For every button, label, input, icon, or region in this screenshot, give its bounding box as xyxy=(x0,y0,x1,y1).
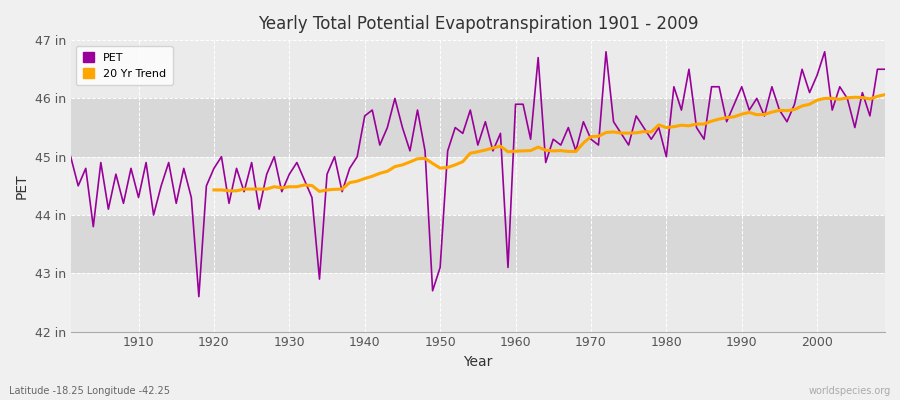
Bar xyxy=(71,157,885,215)
20 Yr Trend xyxy=(292,184,302,189)
Y-axis label: PET: PET xyxy=(15,173,29,199)
Line: PET: PET xyxy=(71,52,885,297)
PET xyxy=(518,102,528,107)
Bar xyxy=(71,215,885,273)
20 Yr Trend xyxy=(337,187,347,192)
PET xyxy=(126,166,137,171)
20 Yr Trend xyxy=(600,130,611,135)
Text: Latitude -18.25 Longitude -42.25: Latitude -18.25 Longitude -42.25 xyxy=(9,386,170,396)
PET xyxy=(345,166,356,171)
20 Yr Trend xyxy=(879,92,890,97)
PET xyxy=(879,67,890,72)
Legend: PET, 20 Yr Trend: PET, 20 Yr Trend xyxy=(76,46,173,86)
Bar xyxy=(71,273,885,332)
Line: 20 Yr Trend: 20 Yr Trend xyxy=(214,95,885,191)
20 Yr Trend xyxy=(502,149,513,154)
X-axis label: Year: Year xyxy=(464,355,492,369)
PET xyxy=(194,294,204,299)
PET xyxy=(510,102,521,107)
20 Yr Trend xyxy=(510,149,521,154)
PET xyxy=(616,131,626,136)
Bar xyxy=(71,98,885,157)
PET xyxy=(600,49,611,54)
Bar xyxy=(71,40,885,98)
PET xyxy=(66,154,77,159)
Text: worldspecies.org: worldspecies.org xyxy=(809,386,891,396)
Title: Yearly Total Potential Evapotranspiration 1901 - 2009: Yearly Total Potential Evapotranspiratio… xyxy=(257,15,698,33)
PET xyxy=(299,178,310,182)
